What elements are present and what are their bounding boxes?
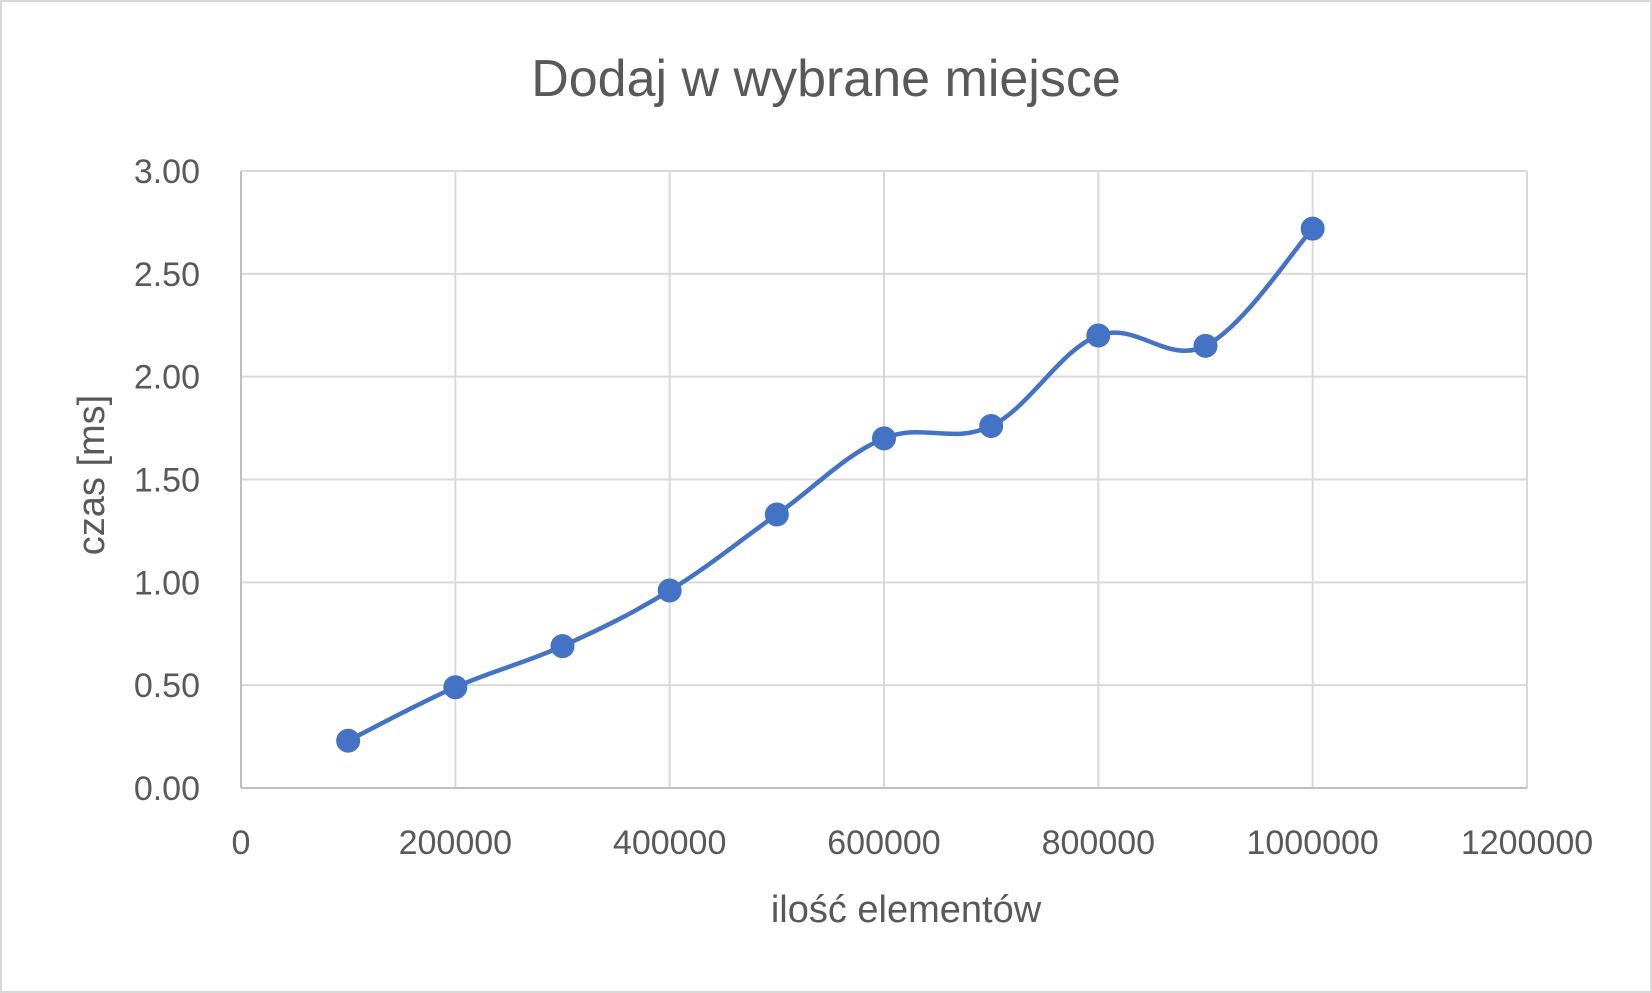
data-point [979,414,1004,439]
x-tick-label: 0 [232,824,251,862]
x-axis-title: ilość elementów [771,889,1042,931]
y-axis-title: czas [ms] [71,395,113,555]
chart-title: Dodaj w wybrane miejsce [531,50,1121,108]
data-point [657,578,682,603]
y-tick-label: 1.50 [134,462,200,500]
x-tick-labels: 0 200000 400000 600000 800000 1000000 1200000 [232,824,1594,862]
y-tick-label: 2.00 [134,359,200,397]
x-tick-label: 600000 [827,824,940,862]
data-point [1300,216,1325,241]
y-tick-label: 2.50 [134,256,200,294]
y-tick-label: 3.00 [134,153,200,191]
y-tick-label: 1.00 [134,564,200,602]
data-point [1086,323,1111,348]
data-point [550,634,575,659]
x-tick-label: 1000000 [1246,824,1378,862]
x-tick-label: 800000 [1042,824,1155,862]
y-tick-label: 0.00 [134,770,200,808]
data-point [872,426,896,451]
y-tick-label: 0.50 [134,667,200,705]
data-point [336,728,361,753]
x-tick-label: 400000 [613,824,726,862]
x-tick-label: 1200000 [1461,824,1593,862]
y-tick-labels: 0.00 0.50 1.00 1.50 2.00 2.50 3.00 [134,153,200,808]
data-point [443,675,468,700]
data-point [1193,333,1218,358]
x-tick-label: 200000 [399,824,512,862]
data-point [764,502,789,527]
series-line [345,226,1315,743]
series-layer [336,216,1325,753]
